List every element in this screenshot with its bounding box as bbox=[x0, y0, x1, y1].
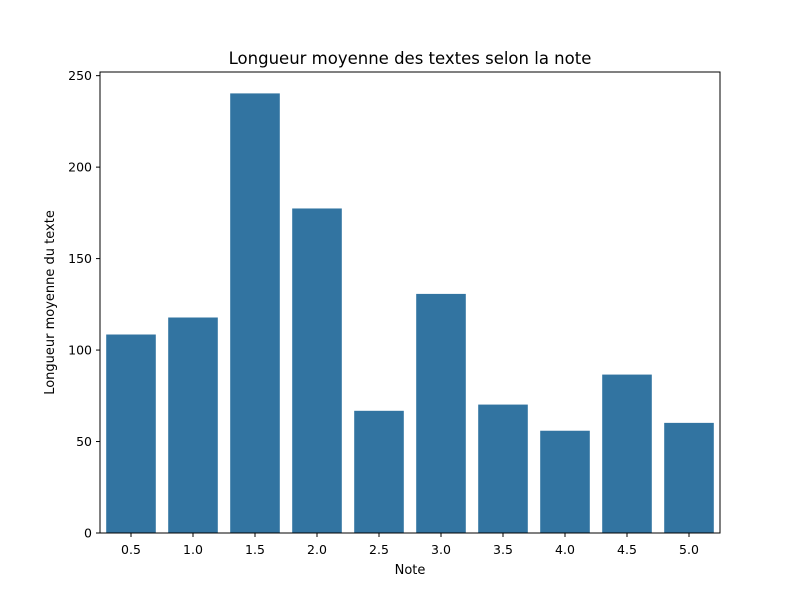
x-tick-label: 3.0 bbox=[431, 542, 451, 557]
x-tick-label: 1.5 bbox=[245, 542, 265, 557]
y-tick-label: 100 bbox=[68, 343, 92, 358]
y-tick-label: 0 bbox=[84, 526, 92, 541]
bar-5.0 bbox=[664, 422, 714, 533]
bar-4.0 bbox=[540, 430, 590, 533]
chart-title: Longueur moyenne des textes selon la not… bbox=[229, 49, 592, 68]
y-axis-ticks: 0 50 100 150 200 250 bbox=[68, 68, 100, 541]
x-axis-ticks: 0.5 1.0 1.5 2.0 2.5 3.0 3.5 4.0 4.5 5.0 bbox=[121, 533, 699, 557]
bar-1.0 bbox=[168, 317, 218, 533]
y-tick-label: 50 bbox=[76, 434, 92, 449]
bar-3.0 bbox=[416, 293, 466, 533]
bar-3.5 bbox=[478, 404, 528, 533]
bar-2.0 bbox=[292, 208, 342, 533]
x-tick-label: 2.0 bbox=[307, 542, 327, 557]
bar-4.5 bbox=[602, 374, 652, 533]
x-tick-label: 4.0 bbox=[555, 542, 575, 557]
x-tick-label: 2.5 bbox=[369, 542, 389, 557]
y-tick-label: 200 bbox=[68, 160, 92, 175]
bars-group bbox=[106, 93, 714, 534]
y-axis-label: Longueur moyenne du texte bbox=[43, 210, 58, 395]
plot-frame bbox=[99, 71, 721, 534]
x-tick-label: 4.5 bbox=[617, 542, 637, 557]
x-tick-label: 5.0 bbox=[679, 542, 699, 557]
y-tick-label: 150 bbox=[68, 251, 92, 266]
x-tick-label: 0.5 bbox=[121, 542, 141, 557]
y-tick-label: 250 bbox=[68, 68, 92, 83]
x-tick-label: 1.0 bbox=[183, 542, 203, 557]
bar-1.5 bbox=[230, 93, 280, 534]
bar-0.5 bbox=[106, 334, 156, 533]
bar-2.5 bbox=[354, 410, 404, 533]
x-tick-label: 3.5 bbox=[493, 542, 513, 557]
x-axis-label: Note bbox=[395, 563, 426, 578]
